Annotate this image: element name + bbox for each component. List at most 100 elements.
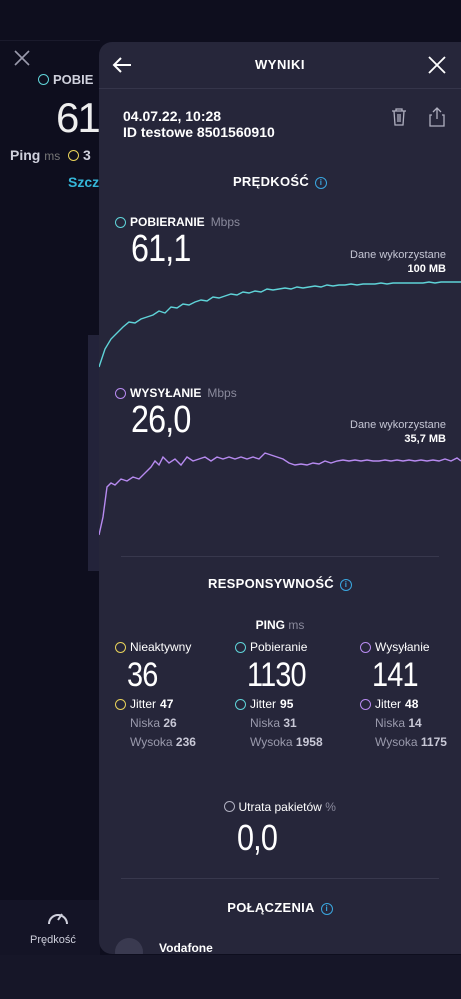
divider xyxy=(121,878,439,879)
jitter-upload: Jitter 48 xyxy=(360,697,461,711)
info-icon[interactable]: i xyxy=(339,579,352,591)
divider xyxy=(0,40,100,41)
trash-icon[interactable] xyxy=(391,108,407,126)
download-data-used-label: Dane wykorzystane xyxy=(350,249,446,261)
provider-name: Vodafone xyxy=(159,941,213,954)
bg-tabbar xyxy=(0,900,100,955)
high-label: Wysoka xyxy=(130,735,173,749)
high-value: 1175 xyxy=(420,735,447,749)
bg-download-text: POBIE xyxy=(53,72,94,87)
ping-upload-label: Wysyłanie xyxy=(360,640,461,654)
connections-title-text: POŁĄCZENIA xyxy=(227,900,315,915)
divider xyxy=(121,556,439,557)
download-graph-line xyxy=(99,281,461,368)
jitter-idle: Jitter 47 xyxy=(115,697,225,711)
ping-high: Wysoka 236 xyxy=(130,735,225,749)
bg-panel xyxy=(88,335,102,571)
packet-loss-icon xyxy=(224,801,236,812)
bg-ping-label: Ping xyxy=(10,147,41,163)
ping-idle-column: Nieaktywny 36 Jitter 47 Niska 26 Wysoka … xyxy=(115,640,225,749)
responsiveness-section-title: RESPONSYWNOŚĆ i xyxy=(99,576,461,591)
high-value: 1958 xyxy=(295,735,323,749)
bg-link[interactable]: Szcz xyxy=(68,174,100,190)
test-meta: 04.07.22, 10:28 ID testowe 8501560910 xyxy=(123,108,275,140)
sheet-header: WYNIKI xyxy=(99,42,461,89)
page-title: WYNIKI xyxy=(255,57,305,72)
upload-icon xyxy=(360,641,371,653)
download-label: POBIERANIE Mbps xyxy=(115,215,240,229)
bg-ping-unit: ms xyxy=(44,149,61,163)
ping-download-column: Pobieranie 1130 Jitter 95 Niska 31 Wysok… xyxy=(235,640,345,749)
high-value: 236 xyxy=(175,735,196,749)
low-label: Niska xyxy=(130,716,161,730)
idle-icon xyxy=(68,150,80,161)
jitter-label: Jitter xyxy=(130,697,157,711)
ping-download-value: 1130 xyxy=(247,656,307,694)
low-label: Niska xyxy=(250,716,281,730)
idle-icon xyxy=(115,641,126,653)
system-bar xyxy=(0,955,461,999)
jitter-value: 47 xyxy=(160,697,174,711)
jitter-value: 95 xyxy=(280,697,294,711)
jitter-value: 48 xyxy=(405,697,419,711)
download-icon xyxy=(235,641,246,653)
jitter-icon xyxy=(360,698,371,710)
ping-idle-text: Nieaktywny xyxy=(130,640,192,654)
ping-idle-value: 36 xyxy=(127,656,158,694)
jitter-download: Jitter 95 xyxy=(235,697,345,711)
low-label: Niska xyxy=(375,716,406,730)
ping-upload-column: Wysyłanie 141 Jitter 48 Niska 14 Wysoka … xyxy=(360,640,461,749)
download-unit: Mbps xyxy=(210,215,241,229)
packet-loss-text: Utrata pakietów xyxy=(238,800,322,814)
download-data-used: Dane wykorzystane 100 MB xyxy=(350,248,446,276)
upload-graph-line xyxy=(99,452,461,536)
low-value: 26 xyxy=(163,716,177,730)
results-sheet: WYNIKI 04.07.22, 10:28 ID testowe 850156… xyxy=(99,42,461,954)
jitter-label: Jitter xyxy=(375,697,402,711)
test-id: ID testowe 8501560910 xyxy=(123,124,275,140)
info-icon[interactable]: i xyxy=(315,177,328,189)
high-label: Wysoka xyxy=(250,735,293,749)
back-arrow-icon[interactable] xyxy=(111,54,133,76)
tab-speed[interactable]: Prędkość xyxy=(30,934,76,946)
packet-loss-label: Utrata pakietów % xyxy=(99,800,461,814)
download-label-text: POBIERANIE xyxy=(130,215,205,229)
jitter-icon xyxy=(235,698,246,710)
upload-value: 26,0 xyxy=(131,399,191,441)
ping-unit: ms xyxy=(288,618,305,632)
download-icon xyxy=(38,74,49,85)
speed-title-text: PRĘDKOŚĆ xyxy=(232,174,310,189)
packet-loss-unit: % xyxy=(325,800,336,814)
upload-graph xyxy=(99,452,461,536)
share-icon[interactable] xyxy=(429,107,445,127)
download-data-used-value: 100 MB xyxy=(407,263,446,275)
test-datetime: 04.07.22, 10:28 xyxy=(123,108,222,124)
low-value: 14 xyxy=(408,716,422,730)
speed-section-title: PRĘDKOŚĆ i xyxy=(99,174,461,189)
connections-section-title: POŁĄCZENIA i xyxy=(99,900,461,915)
ping-upload-text: Wysyłanie xyxy=(375,640,430,654)
bg-ping-value: 3 xyxy=(83,147,91,163)
close-icon[interactable] xyxy=(427,55,447,75)
ping-download-text: Pobieranie xyxy=(250,640,308,654)
ping-high: Wysoka 1958 xyxy=(250,735,345,749)
responsiveness-title-text: RESPONSYWNOŚĆ xyxy=(208,576,334,591)
close-icon[interactable] xyxy=(12,48,32,68)
upload-data-used-label: Dane wykorzystane xyxy=(350,419,446,431)
ping-low: Niska 31 xyxy=(250,716,345,730)
bg-download-label: POBIE xyxy=(38,72,93,87)
ping-upload-value: 141 xyxy=(372,656,419,694)
speedometer-icon xyxy=(48,913,68,925)
jitter-label: Jitter xyxy=(250,697,277,711)
ping-label: PING xyxy=(255,618,285,632)
info-icon[interactable]: i xyxy=(320,903,333,915)
upload-label: WYSYŁANIE Mbps xyxy=(115,386,237,400)
packet-loss-value: 0,0 xyxy=(237,817,278,858)
ping-low: Niska 14 xyxy=(375,716,461,730)
wifi-icon xyxy=(115,938,143,954)
low-value: 31 xyxy=(283,716,297,730)
download-graph xyxy=(99,281,461,368)
download-icon xyxy=(115,216,126,228)
upload-unit: Mbps xyxy=(207,386,237,400)
high-label: Wysoka xyxy=(375,735,418,749)
